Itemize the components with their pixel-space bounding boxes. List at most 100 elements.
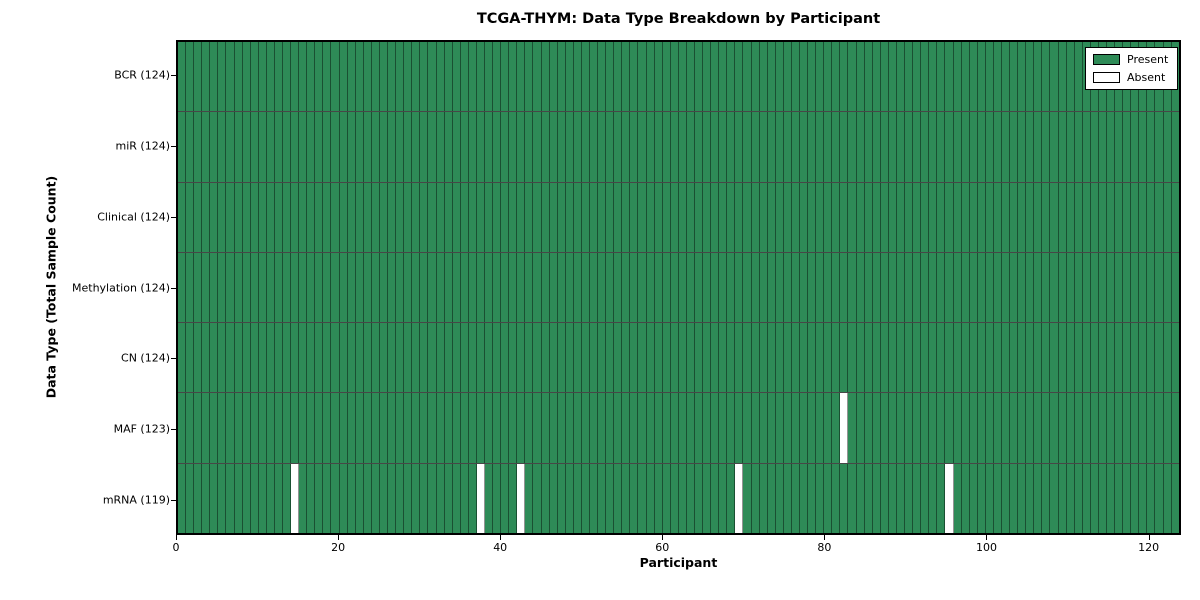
matrix-cell — [848, 112, 857, 182]
matrix-cell — [913, 252, 922, 323]
matrix-cell — [840, 463, 849, 533]
matrix-cell — [476, 182, 485, 252]
matrix-cell — [711, 463, 720, 533]
matrix-cell — [355, 182, 364, 252]
matrix-cell — [1147, 393, 1156, 463]
matrix-cell — [759, 252, 768, 323]
matrix-cell — [1163, 393, 1172, 463]
matrix-cell — [428, 182, 437, 252]
y-tick-label: Methylation (124) — [72, 281, 170, 294]
matrix-cell — [355, 42, 364, 112]
matrix-cell — [800, 463, 809, 533]
matrix-cell — [808, 112, 817, 182]
matrix-cell — [767, 393, 776, 463]
matrix-cell — [703, 393, 712, 463]
matrix-cell — [1066, 463, 1075, 533]
matrix-cell — [880, 42, 889, 112]
matrix-cell — [929, 182, 938, 252]
matrix-cell — [1050, 42, 1059, 112]
matrix-cell — [404, 252, 413, 323]
matrix-cell — [533, 393, 542, 463]
legend: Present Absent — [1085, 47, 1178, 90]
data-type-row-Clinical — [178, 182, 1179, 253]
y-tick-label: Clinical (124) — [97, 210, 170, 224]
matrix-cell — [250, 252, 259, 323]
matrix-cell — [363, 252, 372, 323]
matrix-cell — [824, 393, 833, 463]
matrix-cell — [541, 323, 550, 393]
matrix-cell — [274, 42, 284, 112]
matrix-cell — [727, 182, 736, 252]
x-axis-label: Participant — [639, 555, 718, 570]
matrix-cell — [1090, 323, 1099, 393]
matrix-cell — [638, 252, 647, 323]
matrix-cell — [371, 182, 380, 252]
matrix-cell — [1074, 393, 1083, 463]
matrix-cell — [436, 463, 445, 533]
matrix-cell — [315, 42, 324, 112]
matrix-cell — [969, 393, 978, 463]
matrix-cell — [194, 42, 203, 112]
matrix-cell — [412, 393, 421, 463]
matrix-cell — [840, 112, 849, 182]
matrix-cell — [1131, 463, 1140, 533]
matrix-cell — [888, 112, 897, 182]
matrix-cell — [1131, 112, 1140, 182]
matrix-cell — [678, 252, 687, 323]
matrix-cell — [1010, 42, 1019, 112]
matrix-cell — [840, 42, 849, 112]
matrix-cell — [307, 252, 316, 323]
x-tick-mark — [662, 535, 664, 540]
matrix-cell — [1115, 463, 1124, 533]
matrix-cell — [905, 252, 914, 323]
matrix-cell — [186, 182, 195, 252]
matrix-cell — [1090, 463, 1099, 533]
matrix-cell — [638, 393, 647, 463]
matrix-cell — [872, 42, 881, 112]
matrix-cell — [242, 112, 251, 182]
matrix-cell — [218, 393, 227, 463]
matrix-cell — [501, 112, 510, 182]
x-tick-mark — [986, 535, 988, 540]
matrix-cell — [460, 112, 469, 182]
x-tick-label: 20 — [331, 541, 346, 554]
matrix-cell — [767, 182, 776, 252]
matrix-cell — [258, 323, 267, 393]
matrix-cell — [1123, 252, 1132, 323]
matrix-cell — [1090, 252, 1099, 323]
matrix-cell — [1050, 463, 1059, 533]
matrix-cell — [985, 463, 994, 533]
matrix-cell — [557, 252, 566, 323]
legend-swatch-present — [1093, 54, 1120, 65]
matrix-cell — [379, 463, 389, 533]
matrix-cell — [242, 42, 251, 112]
matrix-cell — [1018, 112, 1027, 182]
matrix-cell — [864, 393, 873, 463]
matrix-cell — [339, 182, 348, 252]
matrix-cell — [533, 323, 542, 393]
matrix-cell — [1163, 252, 1172, 323]
matrix-cell — [218, 252, 227, 323]
matrix-cell — [202, 393, 211, 463]
matrix-cell — [1018, 393, 1027, 463]
matrix-cell — [1066, 182, 1075, 252]
matrix-cell — [484, 393, 494, 463]
matrix-cell — [686, 393, 695, 463]
matrix-cell — [1163, 182, 1172, 252]
matrix-cell — [961, 252, 970, 323]
matrix-cell — [1074, 182, 1083, 252]
matrix-cell — [476, 42, 485, 112]
legend-entry-present: Present — [1093, 53, 1170, 66]
matrix-cell — [194, 393, 203, 463]
matrix-cell — [1115, 112, 1124, 182]
matrix-cell — [1131, 182, 1140, 252]
matrix-cell — [1155, 112, 1164, 182]
matrix-cell — [993, 463, 1002, 533]
matrix-cell — [283, 112, 292, 182]
matrix-cell — [977, 463, 986, 533]
matrix-cell — [969, 182, 978, 252]
matrix-cell — [1010, 323, 1019, 393]
legend-label: Present — [1127, 53, 1169, 66]
matrix-cell — [533, 463, 542, 533]
matrix-cell — [1066, 112, 1075, 182]
